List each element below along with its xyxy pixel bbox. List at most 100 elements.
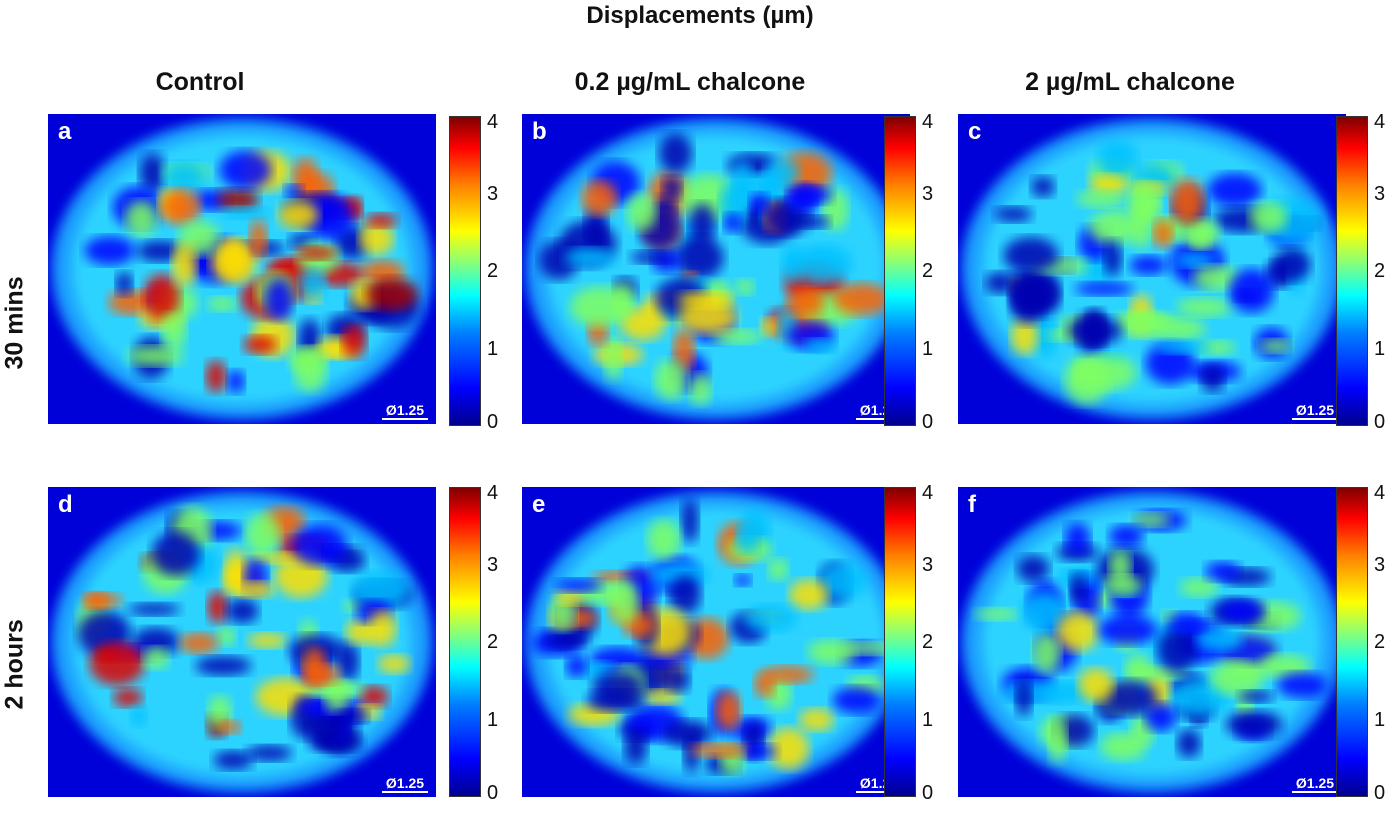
heatmap-blob — [732, 160, 754, 207]
colorbar-a: 4 3 2 1 0 — [449, 112, 498, 432]
heatmap-blob — [161, 313, 187, 350]
panel-c: c Ø1.25 — [958, 114, 1346, 424]
heatmap-blob — [565, 654, 588, 678]
colorbar-b: 4 3 2 1 0 — [884, 112, 933, 432]
heatmap-blob — [554, 589, 589, 606]
colorbar-gradient — [1336, 487, 1368, 797]
heatmap-blob — [643, 689, 682, 705]
colorbar-tick: 0 — [922, 411, 934, 433]
colorbar-gradient — [884, 487, 916, 797]
heatmap-blob — [125, 200, 158, 236]
colorbar-tick: 1 — [487, 337, 499, 360]
heatmap-blob — [151, 531, 201, 576]
heatmap-blob — [1157, 626, 1198, 673]
colorbar-tick: 2 — [1374, 631, 1386, 653]
heatmap-blob — [799, 708, 834, 732]
colorbar-gradient — [884, 116, 916, 426]
heatmap-blob — [205, 360, 227, 393]
heatmap-blob — [247, 632, 288, 649]
heatmap-f — [958, 487, 1346, 797]
heatmap-blob — [1031, 176, 1055, 197]
figure-title: Displacements (µm) — [586, 2, 814, 29]
heatmap-blob — [604, 334, 623, 381]
heatmap-blob — [1259, 339, 1292, 353]
heatmap-blob — [1131, 512, 1171, 527]
panel-letter: a — [58, 118, 72, 145]
heatmap-blob — [666, 665, 690, 693]
heatmap-blob — [219, 238, 248, 279]
heatmap-blob — [294, 246, 338, 260]
panel-d: d Ø1.25 — [48, 487, 436, 797]
heatmap-blob — [1170, 178, 1204, 224]
heatmap-blob — [1016, 555, 1050, 583]
heatmap-blob — [804, 338, 836, 354]
heatmap-blob — [1166, 612, 1206, 634]
heatmap-blob — [1179, 578, 1219, 597]
heatmap-blob — [207, 296, 238, 312]
heatmap-blob — [1076, 311, 1107, 354]
heatmap-blob — [555, 578, 603, 593]
heatmap-blob — [564, 247, 616, 267]
heatmap-blob — [1103, 575, 1142, 596]
heatmap-blob — [115, 271, 133, 296]
heatmap-blob — [1196, 627, 1243, 652]
colorbar-tick: 0 — [487, 782, 499, 804]
heatmap-blob — [1238, 690, 1274, 703]
heatmap-blob — [818, 562, 867, 600]
heatmap-blob — [1229, 268, 1275, 313]
heatmap-blob — [985, 271, 1016, 294]
heatmap-blob — [1109, 549, 1132, 583]
heatmap-blob — [743, 604, 797, 633]
heatmap-blob — [760, 317, 778, 337]
heatmap-blob — [1100, 680, 1158, 716]
heatmap-blob — [626, 193, 657, 231]
heatmap-blob — [768, 558, 789, 581]
heatmap-blob — [226, 369, 245, 394]
heatmap-blob — [264, 278, 294, 321]
scale-bar: Ø1.25 — [1292, 775, 1338, 793]
heatmap-blob — [1144, 702, 1177, 732]
heatmap-blob — [715, 691, 742, 730]
heatmap-blob — [663, 719, 713, 748]
heatmap-blob — [975, 607, 1019, 621]
heatmap-blob — [793, 244, 852, 284]
heatmap-blob — [225, 598, 259, 624]
heatmap-blob — [242, 335, 277, 354]
heatmap-blob — [245, 513, 281, 557]
heatmap-blob — [654, 359, 688, 400]
heatmap-blob — [678, 300, 737, 334]
heatmap-blob — [647, 519, 681, 560]
heatmap-blob — [239, 581, 275, 598]
heatmap-blob — [1056, 611, 1099, 652]
heatmap-blob — [690, 742, 747, 758]
heatmap-blob — [83, 592, 123, 608]
colorbar-tick: 3 — [487, 553, 499, 576]
heatmap-blob — [1033, 311, 1057, 359]
heatmap-blob — [305, 194, 355, 241]
heatmap-blob — [292, 524, 348, 566]
heatmap-blob — [1011, 317, 1039, 355]
heatmap-blob — [1129, 255, 1168, 275]
colorbar-tick: 2 — [922, 631, 934, 653]
colorbar-tick: 2 — [922, 260, 934, 282]
heatmap-blob — [130, 706, 147, 727]
heatmap-blob — [249, 219, 268, 260]
heatmap-blob — [246, 745, 293, 762]
heatmap-blob — [139, 153, 166, 193]
heatmap-blob — [711, 329, 762, 344]
heatmap-blob — [274, 555, 328, 598]
heatmap-blob — [278, 201, 319, 229]
colorbar-tick: 3 — [487, 182, 499, 205]
heatmap-blob — [142, 646, 169, 669]
heatmap-blob — [1015, 676, 1033, 717]
heatmap-blob — [298, 268, 327, 299]
heatmap-blob — [832, 686, 880, 714]
colorbar-gradient — [449, 487, 481, 797]
heatmap-blob — [1003, 237, 1059, 274]
colorbar-tick: 2 — [487, 631, 499, 653]
heatmap-blob — [1079, 354, 1137, 391]
panel-letter: e — [532, 491, 546, 518]
colorbar-tick: 1 — [487, 708, 499, 731]
heatmap-blob — [1249, 201, 1288, 233]
heatmap-blob — [630, 250, 673, 264]
